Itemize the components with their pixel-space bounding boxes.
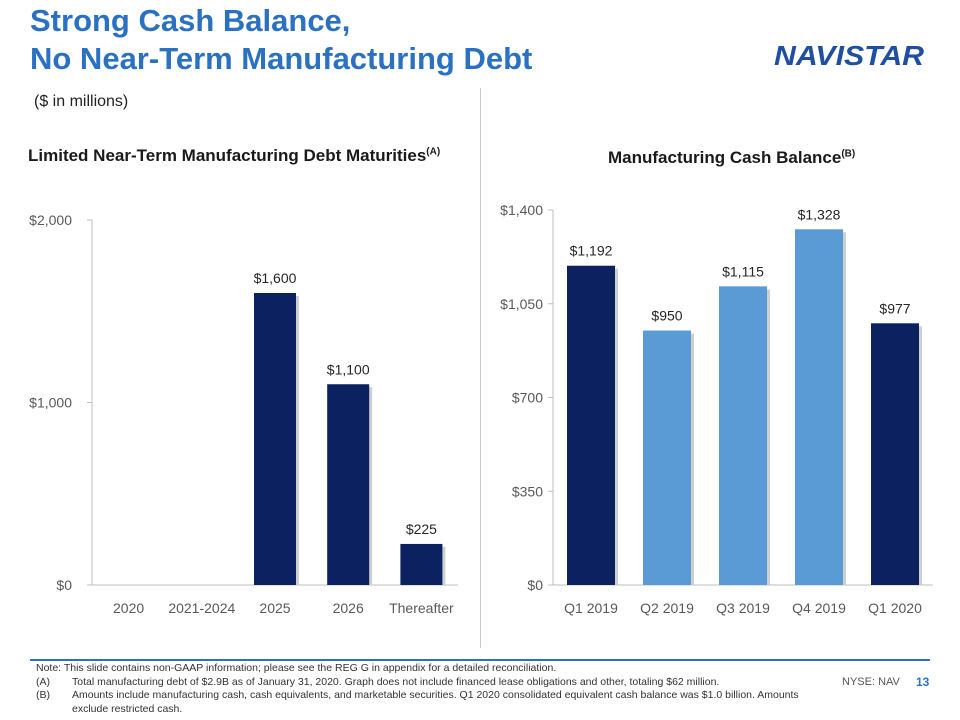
debt-category-label: 2021-2024 [168,600,235,616]
footnote-b: (B) Amounts include manufacturing cash, … [36,689,816,716]
cash-category-label: Q1 2020 [868,600,922,616]
left-chart-title-footnote: (A) [426,146,441,158]
cash-data-label: $1,328 [798,206,841,222]
charts-canvas: $0 $1,000 $2,000 2020 2021-2024 $1,600 2025 $1,… [29,202,933,616]
debt-category-label: 2025 [259,600,290,616]
footnote-intro: Note: This slide contains non-GAAP infor… [36,662,557,674]
navistar-logo: NAVISTAR [774,40,925,70]
title-line-1: Strong Cash Balance, [30,3,351,38]
cash-data-label: $1,115 [722,263,764,279]
left-chart-title-text: Limited Near-Term Manufacturing Debt Mat… [28,146,427,165]
cash-category-label: Q2 2019 [640,600,694,616]
cash-bar [719,286,767,585]
right-chart-title-footnote: (B) [841,148,856,160]
footnote-a-key: (A) [36,675,50,688]
cash-category-label: Q1 2019 [564,600,618,616]
cash-data-label: $977 [879,300,910,316]
cash-y-tick-label: $1,400 [500,202,543,218]
vertical-divider [480,88,481,648]
cash-y-tick-label: $1,050 [500,296,543,312]
stock-ticker: NYSE: NAV [842,676,900,688]
debt-category-label: 2020 [113,600,144,616]
debt-data-label: $225 [406,521,437,537]
cash-y-tick-label: $0 [527,577,543,593]
right-chart-title: Manufacturing Cash Balance(B) [608,148,855,168]
page-number: 13 [916,675,930,689]
debt-category-label: 2026 [333,600,364,616]
cash-y-tick-label: $700 [512,390,543,406]
debt-bar [400,543,443,585]
cash-category-label: Q3 2019 [716,600,770,616]
navistar-logo-text: NAVISTAR [774,40,925,70]
cash-bar [643,330,691,585]
cash-category-label: Q4 2019 [792,600,846,616]
units-subtitle: ($ in millions) [34,93,129,110]
footnote-b-key: (B) [36,689,50,701]
cash-bar [567,265,615,585]
debt-bar [254,293,296,585]
cash-data-label: $1,192 [570,243,613,259]
debt-data-label: $1,100 [327,361,370,377]
debt-y-tick-label: $2,000 [29,212,72,228]
footnotes: Note: This slide contains non-GAAP infor… [36,662,816,716]
debt-y-tick-label: $1,000 [29,395,72,411]
footnote-b-text: Amounts include manufacturing cash, cash… [72,689,799,715]
cash-data-label: $950 [651,308,682,324]
cash-bar [871,323,919,585]
left-chart-title: Limited Near-Term Manufacturing Debt Mat… [28,146,440,166]
footnote-a-text: Total manufacturing debt of $2.9B as of … [72,675,720,688]
debt-category-label: Thereafter [389,600,454,616]
title-line-2: No Near-Term Manufacturing Debt [30,41,533,76]
cash-bar [795,229,843,586]
footnote-a: (A) Total manufacturing debt of $2.9B as… [36,676,816,690]
cash-y-tick-label: $350 [512,483,543,499]
page-title: Strong Cash Balance, No Near-Term Manufa… [30,2,532,78]
debt-data-label: $1,600 [254,270,297,286]
footer-rule [30,659,930,661]
debt-bar [327,384,370,585]
debt-y-tick-label: $0 [56,577,72,593]
right-chart-title-text: Manufacturing Cash Balance [608,148,842,167]
